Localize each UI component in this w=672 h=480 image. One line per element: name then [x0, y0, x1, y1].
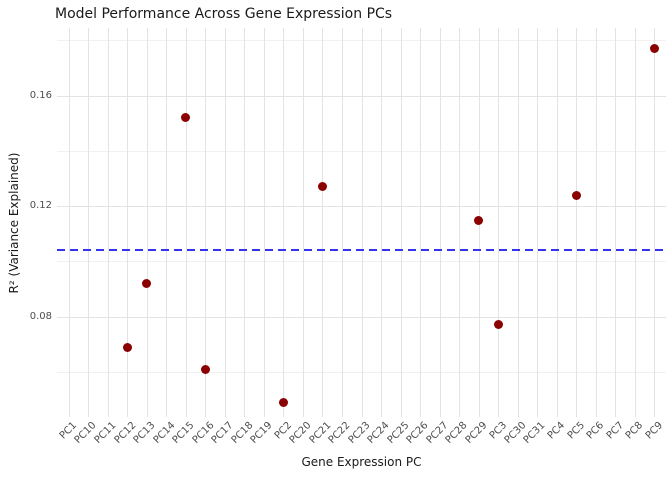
x-tick-label: PC26 [404, 420, 431, 446]
data-point [181, 113, 191, 123]
x-category-gridline [127, 28, 129, 417]
x-tick-label: PC23 [346, 420, 373, 446]
x-category-gridline [615, 28, 617, 417]
x-category-gridline [244, 28, 246, 417]
x-tick-label: PC4 [546, 420, 568, 442]
plot-panel [57, 28, 666, 417]
x-category-gridline [537, 28, 539, 417]
x-tick-label: PC8 [624, 420, 646, 442]
x-category-gridline [439, 28, 441, 417]
data-point [493, 320, 503, 330]
x-category-gridline [381, 28, 383, 417]
x-tick-label: PC16 [190, 420, 217, 446]
x-category-gridline [595, 28, 597, 417]
x-tick-label: PC24 [365, 420, 392, 446]
x-category-gridline [302, 28, 304, 417]
x-tick-label: PC20 [287, 420, 314, 446]
x-category-gridline [517, 28, 519, 417]
x-category-gridline [224, 28, 226, 417]
chart-title: Model Performance Across Gene Expression… [55, 6, 393, 22]
x-tick-label: PC11 [92, 420, 119, 446]
data-point [317, 182, 327, 192]
x-tick-label: PC31 [521, 420, 548, 446]
x-tick-label: PC9 [643, 420, 666, 442]
data-point [278, 397, 288, 407]
data-point [571, 190, 581, 200]
x-category-gridline [498, 28, 500, 417]
x-tick-label: PC14 [151, 420, 178, 446]
x-tick-label: PC21 [307, 420, 334, 446]
y-tick-label: 0.16 [29, 89, 52, 101]
x-category-gridline [166, 28, 168, 417]
y-axis-title: R² (Variance Explained) [7, 152, 21, 294]
x-category-gridline [341, 28, 343, 417]
x-tick-label: PC22 [326, 420, 353, 446]
x-category-gridline [420, 28, 422, 417]
x-tick-label: PC7 [604, 420, 627, 442]
x-tick-label: PC28 [443, 420, 470, 446]
y-tick-label: 0.12 [29, 200, 52, 212]
data-point [142, 279, 152, 289]
x-category-gridline [361, 28, 363, 417]
data-point [649, 44, 659, 54]
x-category-gridline [263, 28, 265, 417]
x-category-gridline [283, 28, 285, 417]
data-point [122, 342, 132, 352]
y-tick-label: 0.08 [29, 310, 52, 322]
x-tick-label: PC10 [73, 420, 100, 446]
x-category-gridline [576, 28, 578, 417]
x-category-gridline [322, 28, 324, 417]
x-category-gridline [654, 28, 656, 417]
x-category-gridline [459, 28, 461, 417]
x-tick-label: PC29 [463, 420, 490, 446]
x-axis-title: Gene Expression PC [301, 455, 422, 469]
data-point [200, 364, 210, 374]
data-point [474, 215, 484, 225]
x-category-gridline [185, 28, 187, 417]
x-category-gridline [88, 28, 90, 417]
x-category-gridline [556, 28, 558, 417]
x-category-gridline [107, 28, 109, 417]
x-tick-label: PC6 [585, 420, 607, 442]
x-category-gridline [205, 28, 207, 417]
mean-reference-line [57, 249, 666, 252]
x-tick-label: PC18 [229, 420, 256, 446]
x-category-gridline [68, 28, 70, 417]
x-tick-label: PC5 [565, 420, 587, 442]
x-category-gridline [400, 28, 402, 417]
x-tick-label: PC12 [112, 420, 139, 446]
x-category-gridline [634, 28, 636, 417]
x-category-gridline [146, 28, 148, 417]
